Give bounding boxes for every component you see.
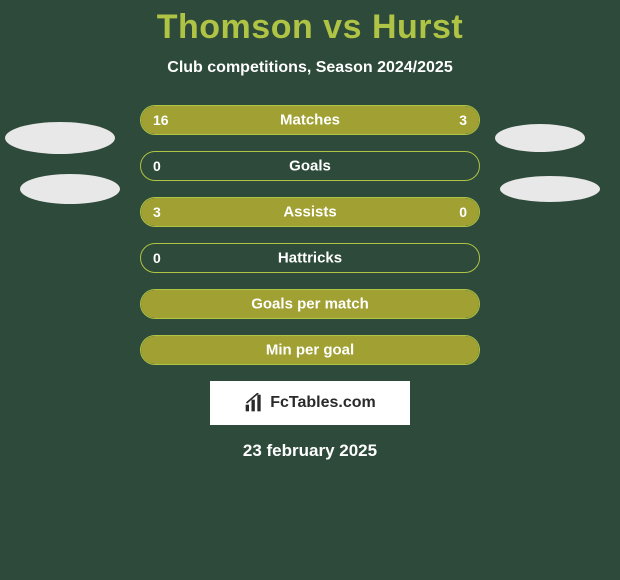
value-right: 3	[459, 112, 467, 128]
logo-text: FcTables.com	[270, 394, 376, 412]
stat-row-matches: 16 Matches 3	[140, 105, 480, 135]
stat-label: Goals	[289, 158, 331, 175]
bar-right	[411, 198, 479, 226]
stat-label: Matches	[280, 112, 340, 129]
logo-badge: FcTables.com	[210, 381, 410, 425]
stat-row-min-per-goal: Min per goal	[140, 335, 480, 365]
stat-row-goals: 0 Goals	[140, 151, 480, 181]
date-text: 23 february 2025	[0, 441, 620, 461]
decor-ellipse	[495, 124, 585, 152]
stat-label: Hattricks	[278, 250, 342, 267]
stat-row-goals-per-match: Goals per match	[140, 289, 480, 319]
stat-label: Assists	[283, 204, 336, 221]
subtitle: Club competitions, Season 2024/2025	[0, 59, 620, 77]
decor-ellipse	[500, 176, 600, 202]
comparison-chart: 16 Matches 3 0 Goals 3 Assists 0 0 Hattr…	[140, 105, 480, 365]
value-left: 0	[153, 158, 161, 174]
value-left: 16	[153, 112, 169, 128]
page-title: Thomson vs Hurst	[0, 0, 620, 47]
stat-row-assists: 3 Assists 0	[140, 197, 480, 227]
stat-label: Min per goal	[266, 342, 354, 359]
stat-row-hattricks: 0 Hattricks	[140, 243, 480, 273]
decor-ellipse	[20, 174, 120, 204]
bar-right	[411, 106, 479, 134]
chart-icon	[244, 393, 264, 413]
value-right: 0	[459, 204, 467, 220]
decor-ellipse	[5, 122, 115, 154]
value-left: 0	[153, 250, 161, 266]
stat-label: Goals per match	[251, 296, 369, 313]
bar-left	[141, 106, 411, 134]
bar-left	[141, 198, 411, 226]
value-left: 3	[153, 204, 161, 220]
